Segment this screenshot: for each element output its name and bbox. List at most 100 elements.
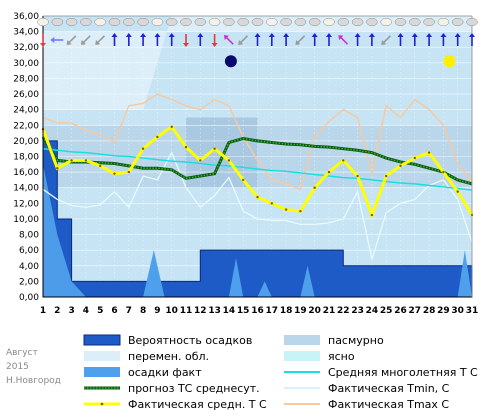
wind-arrow-icon — [40, 34, 46, 47]
wind-arrow-head — [411, 33, 418, 37]
legend-swatch-clear — [284, 351, 320, 361]
wind-arrow-icon — [295, 35, 306, 45]
x-tick-label: 3 — [68, 306, 74, 316]
cloud-icon — [409, 17, 421, 27]
cloud-icon — [51, 17, 64, 27]
tmean-point — [284, 208, 288, 211]
wind-arrow-icon — [454, 33, 461, 46]
cloud-icon — [351, 17, 364, 27]
y-tick-label: 16,00 — [13, 168, 39, 178]
wind-arrow-head — [80, 40, 86, 45]
tmean-point — [385, 174, 388, 178]
tmean-point — [184, 145, 188, 149]
wind-arrow-head — [283, 33, 290, 37]
cloud-icon — [466, 17, 478, 27]
legend-swatch-tmean-dot — [100, 402, 104, 406]
wind-arrow-icon — [440, 33, 447, 46]
tmean-point — [99, 164, 102, 168]
legend-label: Фактическая средн. Т С — [128, 398, 267, 411]
x-tick-label: 6 — [111, 306, 117, 316]
tmean-point — [456, 190, 459, 193]
legend-swatch-overcast — [284, 335, 320, 345]
x-tick-label: 2 — [54, 306, 60, 316]
cloud-icon — [37, 17, 49, 27]
y-tick-label: 14,00 — [13, 184, 39, 194]
cloud-icon — [280, 17, 292, 27]
wind-arrow-head — [223, 35, 229, 40]
tmean-point — [213, 147, 216, 150]
caption: Август 2015 Н.Новгород — [6, 348, 61, 386]
x-tick-label: 11 — [180, 306, 193, 316]
cloud-icon — [94, 17, 106, 27]
tmean-point — [399, 164, 402, 168]
legend-swatch-precip-fact — [84, 367, 120, 377]
x-tick-label: 27 — [409, 306, 422, 316]
tmax-line — [42, 93, 473, 191]
cloud-icon — [237, 17, 249, 27]
x-tick-label: 29 — [437, 306, 450, 316]
x-tick-label: 14 — [223, 306, 236, 316]
cloud-icon — [423, 17, 435, 27]
y-tick-label: 2,00 — [19, 277, 39, 287]
cloud-icon — [151, 17, 164, 27]
wind-arrow-icon — [238, 35, 249, 45]
cloud-icon — [80, 17, 92, 27]
legend-label: ясно — [328, 350, 355, 363]
wind-arrow-head — [440, 33, 447, 37]
cloud-icon — [108, 17, 121, 27]
x-tick-label: 19 — [294, 306, 307, 316]
legend-label: Фактическая Tmax С — [328, 398, 449, 411]
cloud-icon — [394, 17, 407, 27]
forecast-line — [42, 136, 473, 185]
legend-swatch-variable — [84, 351, 120, 361]
legend-label: Вероятность осадков — [128, 334, 252, 347]
y-tick-label: 4,00 — [19, 262, 39, 272]
x-tick-label: 1 — [40, 306, 46, 316]
wind-arrow-icon — [66, 35, 77, 45]
cloud-icon — [451, 17, 464, 27]
cloud-icon — [251, 17, 264, 27]
wind-arrow-icon — [469, 33, 475, 46]
cloud-icon — [380, 17, 392, 27]
x-tick-label: 15 — [237, 306, 250, 316]
y-tick-label: 8,00 — [19, 231, 39, 241]
cloud-icon — [165, 17, 178, 27]
tmean-point — [156, 135, 159, 139]
y-tick-label: 0,00 — [19, 293, 39, 303]
x-tick-label: 13 — [208, 306, 221, 316]
wind-arrow-head — [183, 43, 189, 47]
tmean-point — [327, 170, 331, 174]
cloud-icon — [123, 17, 135, 27]
wind-arrow-head — [354, 33, 361, 37]
y-tick-label: 10,00 — [13, 215, 39, 225]
y-tick-label: 6,00 — [19, 246, 39, 256]
tmean-point — [170, 125, 173, 129]
wind-arrow-icon — [80, 35, 91, 45]
tmean-point — [356, 174, 359, 178]
precip-fact-peak — [257, 281, 272, 297]
wind-arrow-icon — [354, 33, 361, 46]
x-tick-label: 12 — [194, 306, 207, 316]
tmean-point — [84, 159, 88, 162]
wind-arrow-icon — [197, 33, 204, 46]
wind-arrow-head — [95, 40, 101, 45]
variable-cloud-band — [43, 16, 472, 110]
wind-arrow-icon — [111, 33, 118, 46]
tmean-point — [342, 159, 345, 162]
wind-arrow-head — [111, 33, 118, 37]
tmin-line — [42, 151, 473, 260]
tmean-point — [141, 147, 145, 150]
wind-arrow-head — [168, 33, 175, 37]
wind-arrow-icon — [168, 33, 175, 46]
tmean-point — [442, 170, 445, 174]
wind-arrow-head — [368, 33, 375, 37]
wind-arrow-head — [338, 35, 344, 40]
tmean-point — [370, 213, 374, 217]
legend-label: Фактическая Tmin, С — [328, 382, 450, 395]
wind-arrow-head — [154, 33, 161, 37]
x-tick-label: 23 — [351, 306, 364, 316]
x-tick-label: 30 — [451, 306, 464, 316]
precip-fact-peak — [457, 250, 472, 297]
y-tick-label: 12,00 — [13, 199, 39, 209]
